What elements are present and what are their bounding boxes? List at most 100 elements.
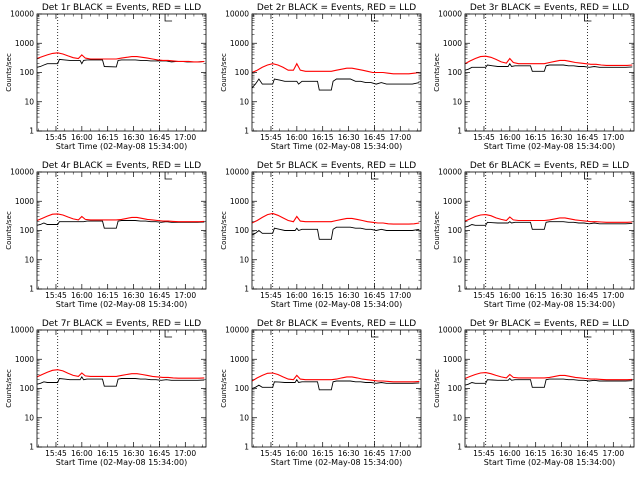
- x-tick-label: 16:30: [338, 291, 360, 300]
- panel-title: Det 2r BLACK = Events, RED = LLD: [257, 3, 416, 13]
- panel-title: Det 8r BLACK = Events, RED = LLD: [257, 319, 416, 329]
- y-tick-label: 100: [448, 384, 463, 393]
- x-tick-label: 15:45: [45, 133, 67, 142]
- y-tick-label: 1: [457, 443, 462, 452]
- y-tick-label: 1000: [230, 355, 249, 364]
- y-tick-label: 1: [457, 285, 462, 294]
- x-tick-label: 16:45: [364, 291, 386, 300]
- x-tick-label: 16:00: [71, 449, 93, 458]
- x-tick-label: 16:00: [499, 133, 521, 142]
- x-tick-label: 16:00: [499, 449, 521, 458]
- y-tick-label: 1000: [15, 197, 34, 206]
- x-tick-label: 17:00: [174, 133, 196, 142]
- y-tick-label: 1000: [443, 39, 462, 48]
- x-axis-label: Start Time (02-May-08 15:34:00): [56, 142, 187, 151]
- panel-title: Det 6r BLACK = Events, RED = LLD: [470, 161, 629, 171]
- y-tick-label: 10000: [10, 10, 34, 19]
- lld-series-line: [251, 372, 420, 383]
- events-series-line: [251, 78, 420, 91]
- events-series-line: [464, 377, 633, 388]
- panel-title: Det 4r BLACK = Events, RED = LLD: [42, 161, 201, 171]
- x-axis-label: Start Time (02-May-08 15:34:00): [484, 458, 615, 467]
- x-axis-label: Start Time (02-May-08 15:34:00): [484, 142, 615, 151]
- y-tick-label: 1000: [443, 355, 462, 364]
- panel-title: Det 3r BLACK = Events, RED = LLD: [470, 3, 629, 13]
- y-tick-label: 100: [20, 68, 35, 77]
- lld-series-line: [251, 62, 420, 75]
- y-axis-label: Counts/sec: [220, 369, 228, 408]
- y-tick-label: 1: [244, 285, 249, 294]
- y-tick-label: 100: [448, 68, 463, 77]
- x-tick-label: 16:30: [338, 449, 360, 458]
- panel-title: Det 5r BLACK = Events, RED = LLD: [257, 161, 416, 171]
- y-tick-label: 1000: [15, 355, 34, 364]
- y-tick-label: 100: [20, 384, 35, 393]
- x-tick-label: 16:00: [71, 291, 93, 300]
- x-tick-label: 17:00: [389, 291, 411, 300]
- x-tick-label: 17:00: [174, 449, 196, 458]
- y-tick-label: 100: [235, 226, 250, 235]
- panel-det-2: Det 2r BLACK = Events, RED = LLD 1 10 100 10…: [220, 3, 422, 151]
- lld-series-line: [464, 372, 633, 381]
- x-tick-label: 16:15: [312, 291, 334, 300]
- event-marker: [584, 172, 592, 180]
- y-tick-label: 100: [448, 226, 463, 235]
- x-tick-label: 16:30: [123, 291, 145, 300]
- x-axis-label: Start Time (02-May-08 15:34:00): [56, 300, 187, 309]
- y-tick-label: 1: [457, 127, 462, 136]
- y-tick-label: 10000: [438, 168, 462, 177]
- panel-det-5: Det 5r BLACK = Events, RED = LLD 1 10 100 10…: [220, 161, 422, 309]
- x-tick-label: 15:45: [473, 133, 495, 142]
- event-marker: [164, 14, 173, 22]
- x-tick-label: 16:00: [499, 291, 521, 300]
- x-tick-label: 16:00: [286, 133, 308, 142]
- x-tick-label: 15:45: [45, 291, 67, 300]
- x-tick-label: 16:15: [525, 449, 547, 458]
- x-tick-label: 17:00: [602, 133, 624, 142]
- y-tick-label: 10000: [438, 326, 462, 335]
- x-tick-label: 16:45: [577, 291, 599, 300]
- event-marker: [164, 330, 173, 338]
- y-tick-label: 10000: [10, 326, 34, 335]
- x-tick-label: 16:45: [364, 449, 386, 458]
- panel-det-4: Det 4r BLACK = Events, RED = LLD 1 10 100 10…: [5, 161, 207, 309]
- x-tick-label: 17:00: [389, 449, 411, 458]
- y-tick-label: 1000: [15, 39, 34, 48]
- panel-det-6: Det 6r BLACK = Events, RED = LLD 1 10 100 10…: [433, 161, 635, 309]
- event-marker: [164, 172, 173, 180]
- lld-series-line: [36, 52, 205, 63]
- x-tick-label: 16:30: [338, 133, 360, 142]
- x-tick-label: 16:15: [97, 133, 119, 142]
- events-series-line: [36, 376, 205, 387]
- lld-series-line: [251, 212, 420, 225]
- y-axis-label: Counts/sec: [5, 211, 13, 250]
- panel-title: Det 9r BLACK = Events, RED = LLD: [470, 319, 629, 329]
- x-tick-label: 16:00: [71, 133, 93, 142]
- event-marker: [584, 14, 592, 22]
- y-tick-label: 10: [452, 413, 462, 422]
- y-axis-label: Counts/sec: [433, 369, 441, 408]
- x-axis-label: Start Time (02-May-08 15:34:00): [271, 458, 402, 467]
- event-marker: [371, 330, 379, 338]
- y-tick-label: 100: [235, 68, 250, 77]
- x-tick-label: 15:45: [260, 133, 282, 142]
- x-axis-label: Start Time (02-May-08 15:34:00): [56, 458, 187, 467]
- y-tick-label: 10: [239, 413, 249, 422]
- event-marker: [371, 172, 379, 180]
- x-tick-label: 15:45: [260, 449, 282, 458]
- y-axis-label: Counts/sec: [433, 211, 441, 250]
- y-tick-label: 10: [452, 255, 462, 264]
- lld-series-line: [464, 214, 633, 223]
- x-tick-label: 17:00: [602, 449, 624, 458]
- x-tick-label: 16:00: [286, 291, 308, 300]
- y-tick-label: 10000: [438, 10, 462, 19]
- y-tick-label: 1000: [230, 39, 249, 48]
- x-tick-label: 16:30: [551, 133, 573, 142]
- y-tick-label: 1: [29, 127, 34, 136]
- x-tick-label: 15:45: [260, 291, 282, 300]
- x-tick-label: 16:15: [97, 449, 119, 458]
- x-tick-label: 16:15: [525, 291, 547, 300]
- x-tick-label: 16:45: [364, 133, 386, 142]
- events-series-line: [251, 226, 420, 240]
